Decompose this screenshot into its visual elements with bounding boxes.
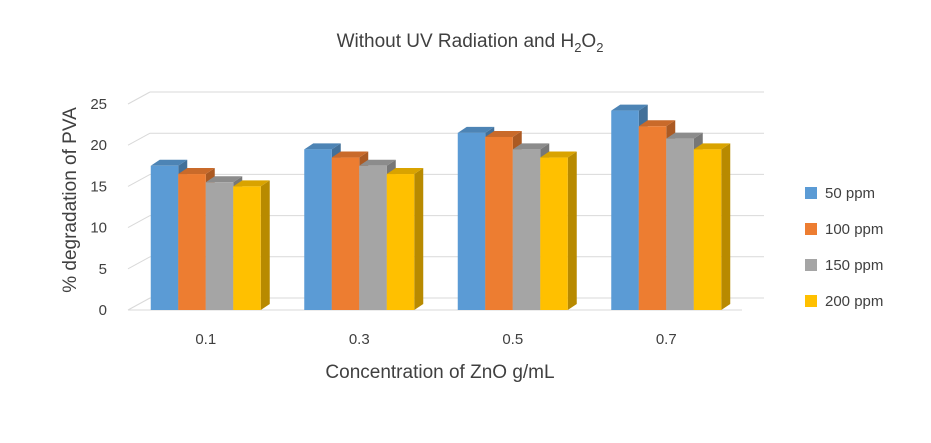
bar-front bbox=[150, 165, 179, 310]
bar-side bbox=[414, 168, 424, 310]
bar-front bbox=[304, 149, 332, 310]
bar-front bbox=[457, 132, 486, 310]
legend-item: 150 ppm bbox=[805, 257, 883, 274]
bar-top bbox=[304, 143, 341, 150]
bar-front bbox=[540, 157, 568, 310]
bar-top bbox=[540, 151, 577, 158]
bar-top bbox=[205, 176, 243, 183]
bar-front bbox=[331, 157, 360, 310]
legend-label: 200 ppm bbox=[825, 293, 883, 310]
x-axis-title: Concentration of ZnO g/mL bbox=[325, 362, 554, 383]
bar-front bbox=[638, 126, 667, 310]
bars bbox=[150, 104, 731, 310]
bar-front bbox=[205, 182, 234, 310]
legend-label: 100 ppm bbox=[825, 221, 883, 238]
bar-front bbox=[666, 138, 694, 310]
chart-title-main: Without UV Radiation and H bbox=[337, 31, 575, 52]
gridline-slant bbox=[127, 297, 151, 311]
x-tick-label: 0.5 bbox=[502, 331, 523, 348]
gridline-slant bbox=[127, 132, 151, 146]
bar-top bbox=[233, 180, 270, 187]
bar-top bbox=[512, 143, 550, 150]
legend-swatch bbox=[805, 223, 817, 235]
bar-side bbox=[721, 143, 731, 310]
bar-top bbox=[359, 159, 396, 166]
bar-front bbox=[512, 149, 541, 310]
bar-top bbox=[178, 168, 215, 175]
bar-side bbox=[567, 151, 577, 310]
bar-top bbox=[666, 132, 703, 139]
y-tick-label: 5 bbox=[99, 261, 107, 278]
bar bbox=[611, 104, 648, 310]
y-tick-label: 20 bbox=[90, 137, 107, 154]
bar-front bbox=[359, 165, 387, 310]
gridline-slant bbox=[127, 91, 151, 105]
y-axis-title: % degradation of PVA bbox=[60, 107, 81, 293]
bar bbox=[693, 143, 731, 310]
chart-title-sub2: 2 bbox=[596, 40, 603, 55]
bar-top bbox=[638, 120, 676, 127]
x-tick-labels: 0.1 0.3 0.5 0.7 bbox=[195, 331, 676, 348]
bar bbox=[386, 168, 424, 310]
bar-front bbox=[485, 136, 513, 310]
legend-item: 50 ppm bbox=[805, 185, 875, 202]
chart-title-mid: O bbox=[581, 31, 596, 52]
bar bbox=[540, 151, 577, 310]
legend-swatch bbox=[805, 187, 817, 199]
legend-item: 200 ppm bbox=[805, 293, 883, 310]
bar-front bbox=[386, 174, 415, 310]
gridline-slant bbox=[127, 173, 151, 187]
bar-top bbox=[485, 130, 522, 137]
bar-top bbox=[331, 151, 369, 158]
x-tick-label: 0.1 bbox=[195, 331, 216, 348]
chart-title-sub1: 2 bbox=[574, 40, 581, 55]
legend-swatch bbox=[805, 259, 817, 271]
x-tick-label: 0.7 bbox=[656, 331, 677, 348]
y-tick-label: 0 bbox=[99, 302, 107, 319]
y-tick-label: 15 bbox=[90, 178, 107, 195]
gridline-slant bbox=[127, 215, 151, 229]
x-tick-label: 0.3 bbox=[349, 331, 370, 348]
bar bbox=[233, 180, 270, 310]
legend-label: 150 ppm bbox=[825, 257, 883, 274]
gridline-slant bbox=[127, 256, 151, 270]
bar-top bbox=[386, 168, 424, 175]
bar-front bbox=[611, 110, 639, 310]
chart-title: Without UV Radiation and H2O2 bbox=[337, 31, 604, 55]
y-tick-label: 25 bbox=[90, 96, 107, 113]
y-tick-labels: 0 5 10 15 20 25 bbox=[90, 96, 107, 319]
bar-top bbox=[150, 159, 188, 166]
legend-item: 100 ppm bbox=[805, 221, 883, 238]
legend-label: 50 ppm bbox=[825, 185, 875, 202]
bar-top bbox=[611, 104, 648, 111]
bar-top bbox=[693, 143, 731, 150]
bar-top bbox=[457, 126, 495, 133]
legend-swatch bbox=[805, 295, 817, 307]
bar-front bbox=[178, 174, 206, 310]
y-tick-label: 10 bbox=[90, 220, 107, 237]
legend: 50 ppm 100 ppm 150 ppm 200 ppm bbox=[805, 185, 883, 310]
bar-front bbox=[233, 186, 261, 310]
bar-side bbox=[260, 180, 270, 310]
bar-front bbox=[693, 149, 722, 310]
